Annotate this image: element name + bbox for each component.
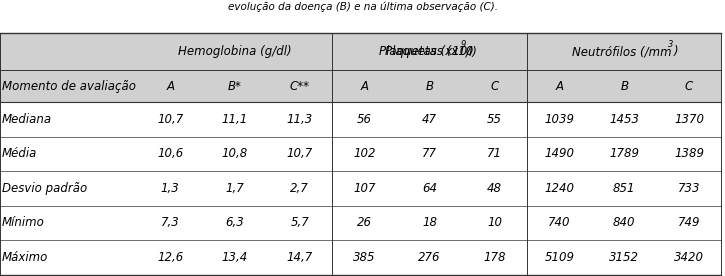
Text: 77: 77 [422,147,437,160]
Text: 1490: 1490 [544,147,574,160]
Text: 10,7: 10,7 [286,147,312,160]
Text: Neutrófilos (/mm: Neutrófilos (/mm [572,45,671,58]
Text: 102: 102 [353,147,376,160]
Text: 11,3: 11,3 [286,113,312,126]
Text: 18: 18 [422,216,437,229]
Text: 5109: 5109 [544,251,574,264]
Text: A: A [166,80,174,93]
Text: 10: 10 [487,216,502,229]
Text: 1389: 1389 [674,147,704,160]
Text: 178: 178 [484,251,506,264]
Text: 107: 107 [353,182,376,195]
Text: 12,6: 12,6 [157,251,183,264]
Text: Máximo: Máximo [2,251,49,264]
Text: Hemoglobina (g/dl): Hemoglobina (g/dl) [178,45,291,58]
Text: Mínimo: Mínimo [2,216,45,229]
Text: 1370: 1370 [674,113,704,126]
Text: 1240: 1240 [544,182,574,195]
Text: 48: 48 [487,182,502,195]
Text: C: C [490,80,499,93]
Text: Média: Média [2,147,38,160]
Text: B*: B* [228,80,242,93]
Text: 6,3: 6,3 [225,216,244,229]
Text: 749: 749 [678,216,700,229]
Text: 385: 385 [353,251,376,264]
Text: Momento de avaliação: Momento de avaliação [2,80,136,93]
Text: 55: 55 [487,113,502,126]
Text: A: A [360,80,368,93]
Text: 9: 9 [460,39,465,49]
Text: 3152: 3152 [609,251,639,264]
Text: 64: 64 [422,182,437,195]
Text: A: A [555,80,563,93]
Text: 3420: 3420 [674,251,704,264]
Text: Desvio padrão: Desvio padrão [2,182,88,195]
Text: Plaquetas (x10: Plaquetas (x10 [386,45,473,58]
Bar [0,70,721,102]
Text: 26: 26 [357,216,372,229]
Text: 10,8: 10,8 [222,147,248,160]
Text: B: B [426,80,434,93]
Text: C**: C** [290,80,310,93]
Text: 14,7: 14,7 [286,251,312,264]
Text: 10,6: 10,6 [157,147,183,160]
Text: 733: 733 [678,182,700,195]
Text: 1789: 1789 [609,147,639,160]
Text: 3: 3 [668,39,674,49]
Text: 13,4: 13,4 [222,251,248,264]
Text: ): ) [674,45,679,58]
Text: 47: 47 [422,113,437,126]
Text: Mediana: Mediana [2,113,52,126]
Text: 1,3: 1,3 [161,182,180,195]
Text: 1,7: 1,7 [225,182,244,195]
Text: C: C [685,80,693,93]
Text: 7,3: 7,3 [161,216,180,229]
Text: 10,7: 10,7 [157,113,183,126]
Text: 740: 740 [548,216,571,229]
Text: 2,7: 2,7 [290,182,309,195]
Text: evolução da doença (B) e na última observação (C).: evolução da doença (B) e na última obser… [228,2,497,12]
Text: B: B [620,80,628,93]
Text: 840: 840 [613,216,635,229]
Text: 1453: 1453 [609,113,639,126]
Text: Plaquetas (x10: Plaquetas (x10 [379,45,468,58]
Text: 5,7: 5,7 [290,216,309,229]
Text: /l): /l) [466,45,478,58]
Text: 71: 71 [487,147,502,160]
Text: 851: 851 [613,182,635,195]
Text: 56: 56 [357,113,372,126]
Text: 1039: 1039 [544,113,574,126]
Text: 276: 276 [418,251,441,264]
Text: 11,1: 11,1 [222,113,248,126]
Bar [0,33,721,70]
